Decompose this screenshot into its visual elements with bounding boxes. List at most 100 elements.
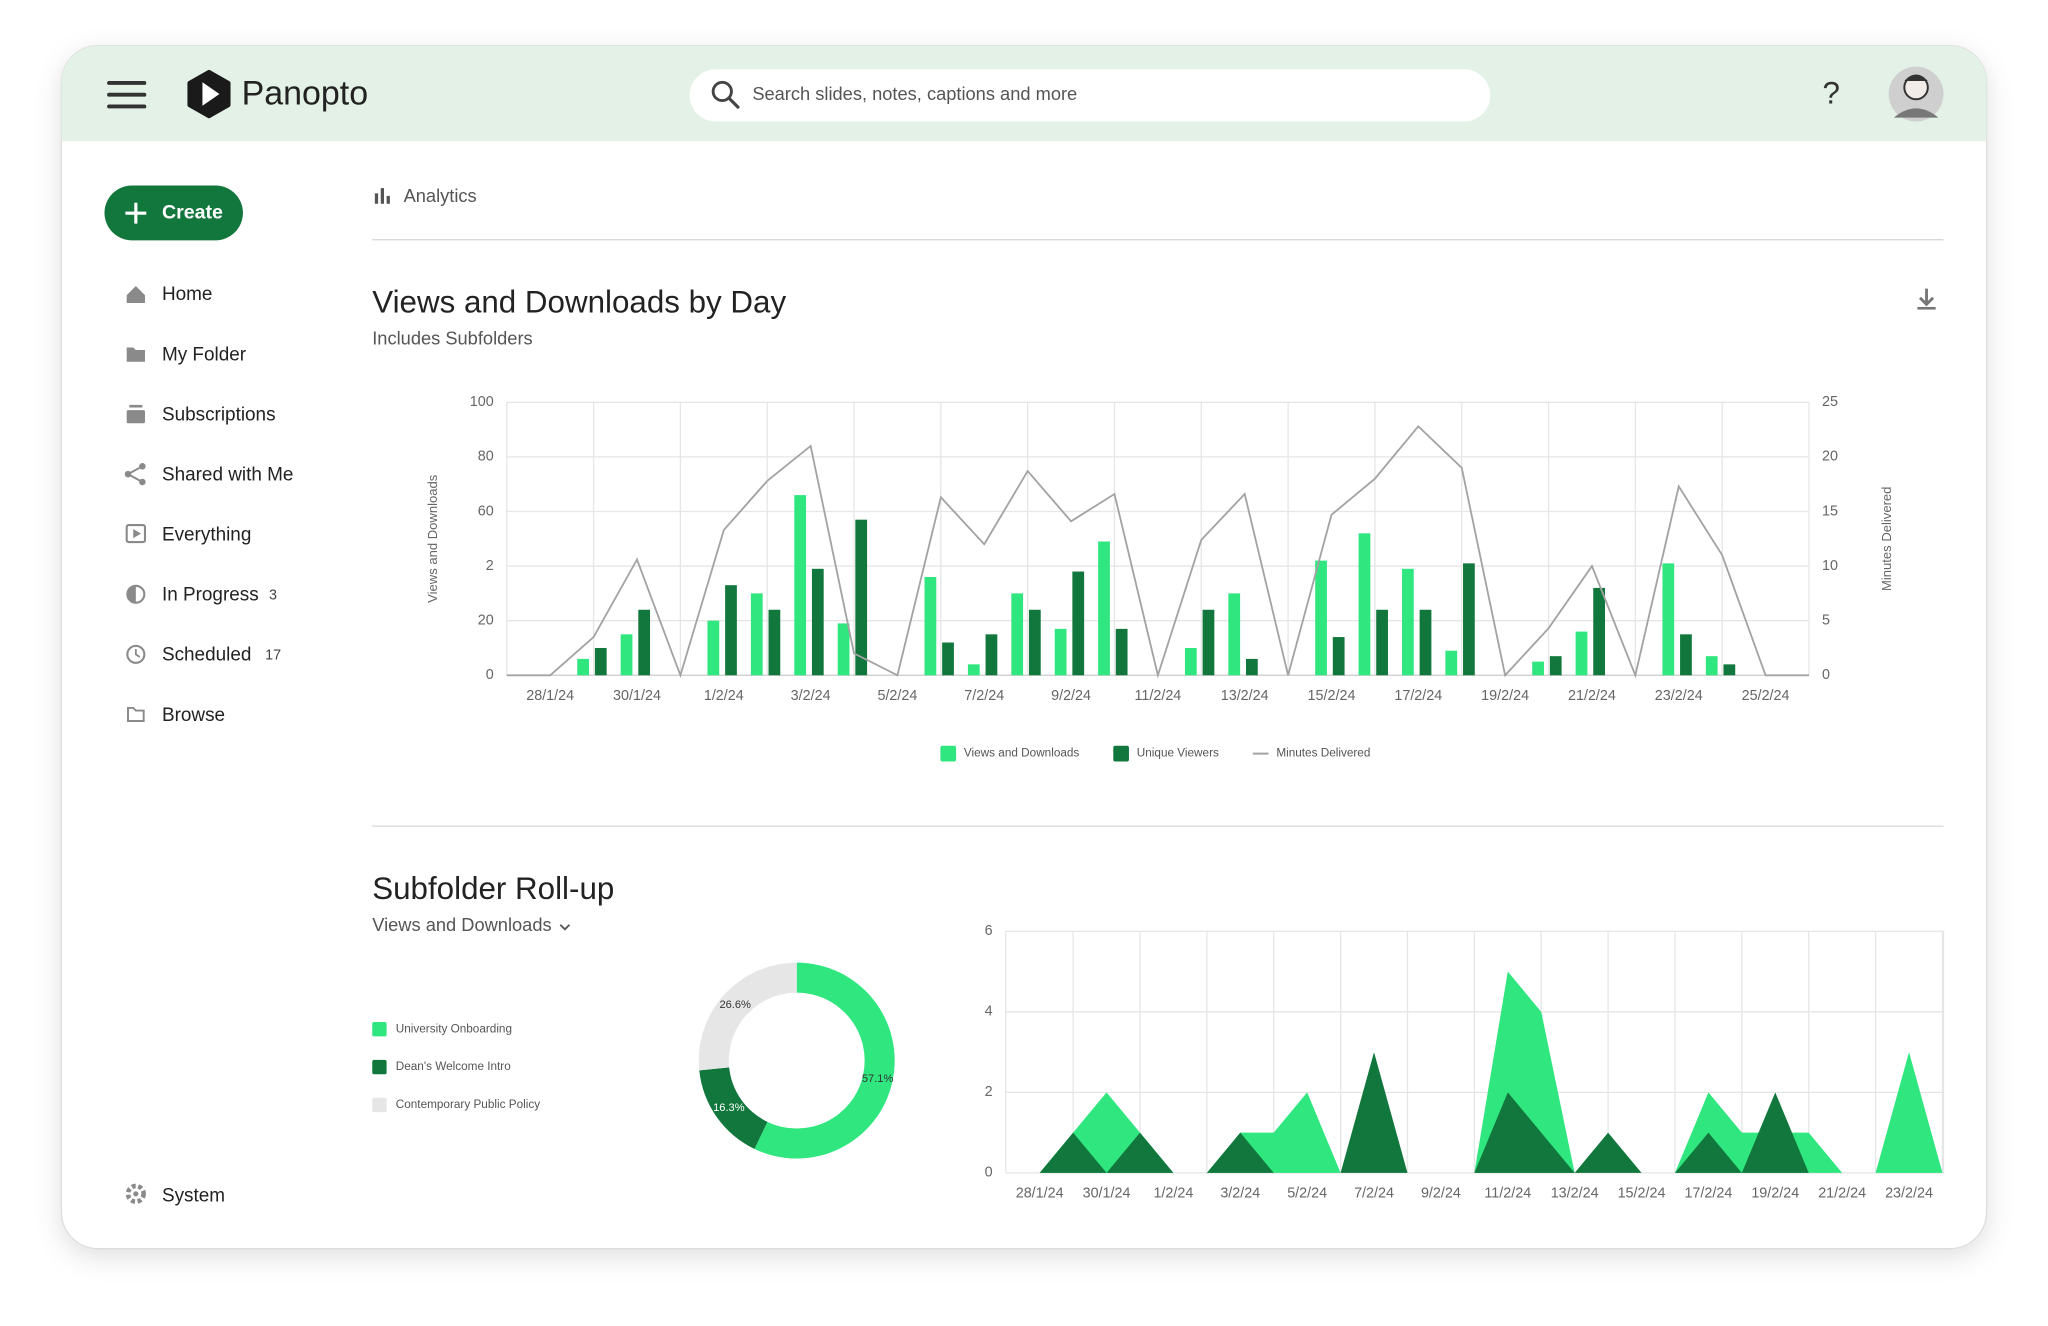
legend-swatch (372, 1022, 387, 1037)
x-tick-label: 19/2/24 (1481, 688, 1529, 704)
nav-count: 3 (269, 587, 277, 603)
bar (1072, 571, 1085, 676)
x-tick-label: 17/2/24 (1394, 688, 1442, 704)
bar (1054, 628, 1067, 676)
legend-label: University Onboarding (396, 1022, 512, 1035)
y-tick-label: 60 (478, 503, 494, 519)
y-tick-label: 80 (478, 449, 494, 465)
x-tick-label: 9/2/24 (1051, 688, 1091, 704)
breadcrumb: Analytics (404, 185, 477, 206)
bar (855, 519, 868, 676)
bar (750, 593, 763, 676)
nav-in-progress[interactable]: In Progress 3 (126, 585, 277, 606)
x-tick-label: 28/1/24 (526, 688, 574, 704)
legend-swatch (372, 1059, 387, 1075)
bar (1332, 637, 1345, 676)
nav-label: System (162, 1185, 225, 1206)
y2-tick-label: 10 (1822, 558, 1838, 574)
area-series (1039, 971, 1943, 1173)
bar (967, 664, 980, 676)
bar (924, 577, 937, 676)
nav-label: Home (162, 284, 212, 305)
x-tick-label: 5/2/24 (877, 688, 917, 704)
nav-home[interactable]: Home (126, 284, 213, 305)
bar (620, 634, 633, 676)
bar (1680, 634, 1692, 676)
bar (837, 623, 850, 676)
x-tick-label: 7/2/24 (1354, 1186, 1394, 1202)
section-subtitle: Includes Subfolders (372, 327, 532, 348)
menu-button[interactable] (107, 80, 147, 109)
search-box[interactable]: Search slides, notes, captions and more (689, 69, 1491, 122)
y-tick-label: 2 (486, 558, 494, 574)
bar (1358, 533, 1371, 676)
y2-tick-label: 25 (1822, 394, 1838, 410)
help-button[interactable]: ? (1822, 76, 1839, 111)
bar (1245, 658, 1258, 676)
donut-value-label: 26.6% (719, 999, 751, 1011)
bar (1184, 647, 1197, 676)
nav-scheduled[interactable]: Scheduled 17 (126, 645, 281, 666)
x-tick-label: 30/1/24 (1083, 1186, 1131, 1202)
search-placeholder: Search slides, notes, captions and more (752, 83, 1077, 104)
metric-dropdown[interactable]: Views and Downloads (372, 914, 571, 935)
nav-system[interactable]: System (125, 1183, 225, 1206)
bar (1098, 541, 1110, 676)
y2-tick-label: 0 (1822, 667, 1830, 683)
download-button[interactable] (1917, 288, 1936, 310)
bar (1028, 609, 1041, 676)
legend-label: Minutes Delivered (1276, 747, 1370, 760)
legend-label: Views and Downloads (964, 747, 1080, 760)
legend-swatch (372, 1097, 387, 1113)
dropdown-label: Views and Downloads (372, 914, 551, 935)
logo[interactable]: Panopto (187, 69, 368, 119)
bar (1445, 650, 1458, 676)
x-tick-label: 23/2/24 (1655, 688, 1703, 704)
nav-subscriptions[interactable]: Subscriptions (126, 404, 276, 425)
nav-my-folder[interactable]: My Folder (126, 344, 246, 365)
x-tick-label: 11/2/24 (1134, 688, 1181, 704)
y-tick-label: 0 (486, 667, 494, 683)
bar (1315, 560, 1327, 676)
y-tick-label: 0 (985, 1165, 993, 1181)
nav-everything[interactable]: Everything (125, 524, 252, 546)
nav-shared[interactable]: Shared with Me (124, 463, 294, 485)
bar (942, 642, 954, 676)
x-tick-label: 11/2/24 (1484, 1186, 1531, 1202)
nav-label: My Folder (162, 344, 246, 365)
bar (1723, 664, 1736, 676)
bar (811, 568, 824, 676)
bar (1401, 568, 1414, 676)
x-tick-label: 17/2/24 (1684, 1186, 1732, 1202)
x-tick-label: 23/2/24 (1885, 1186, 1933, 1202)
donut-segment (698, 962, 797, 1071)
bar (1575, 631, 1588, 676)
bar (1705, 656, 1718, 676)
avatar[interactable] (1888, 66, 1944, 122)
bar (794, 495, 807, 676)
y-tick-label: 6 (985, 923, 993, 939)
x-tick-label: 15/2/24 (1618, 1186, 1666, 1202)
donut-segment (754, 962, 895, 1159)
bar (985, 634, 998, 676)
bar (1593, 587, 1606, 676)
x-tick-label: 13/2/24 (1221, 688, 1269, 704)
y2-tick-label: 20 (1822, 449, 1838, 465)
donut-value-label: 57.1% (862, 1073, 894, 1085)
nav-label: Browse (162, 705, 225, 726)
donut-value-label: 16.3% (713, 1102, 745, 1114)
bar (1549, 656, 1562, 676)
create-button[interactable]: Create (104, 185, 243, 241)
bar (1202, 609, 1215, 676)
y-tick-label: 4 (985, 1004, 993, 1020)
bar (638, 609, 651, 676)
y-tick-label: 20 (478, 612, 494, 628)
bar (594, 647, 607, 676)
x-tick-label: 5/2/24 (1287, 1186, 1327, 1202)
section-title: Subfolder Roll-up (372, 871, 614, 906)
x-tick-label: 28/1/24 (1016, 1186, 1064, 1202)
nav-browse[interactable]: Browse (127, 705, 225, 726)
x-tick-label: 15/2/24 (1308, 688, 1356, 704)
